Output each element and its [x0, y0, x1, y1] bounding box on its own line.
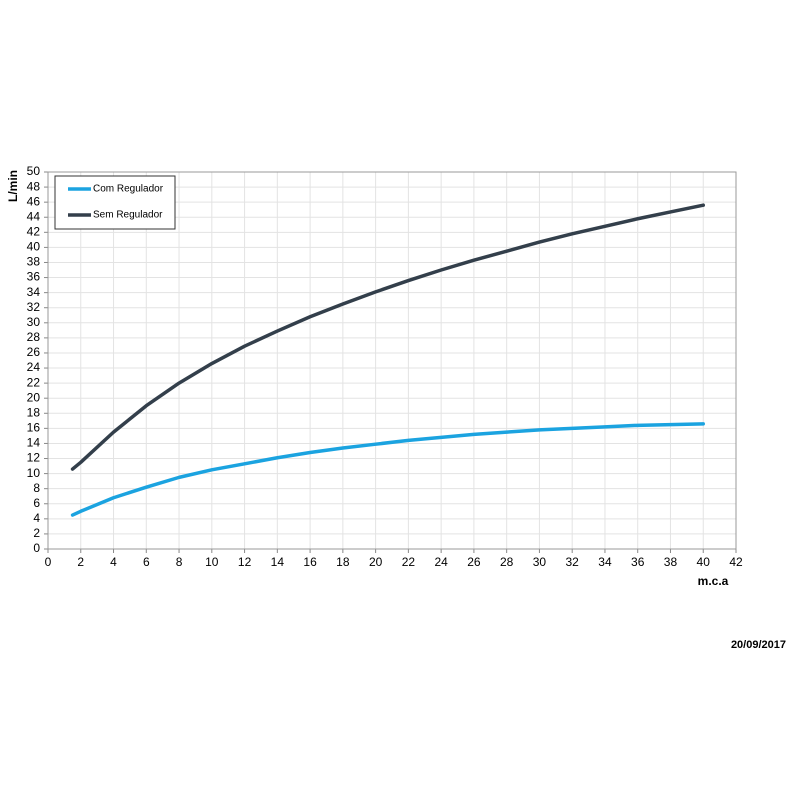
y-tick-label: 32: [27, 300, 41, 314]
y-tick-label: 40: [27, 240, 41, 254]
y-tick-label: 12: [27, 451, 41, 465]
y-tick-label: 44: [27, 209, 41, 223]
x-tick-label: 18: [336, 555, 350, 569]
y-tick-label: 6: [33, 496, 40, 510]
x-tick-label: 4: [110, 555, 117, 569]
y-tick-label: 16: [27, 421, 41, 435]
x-tick-label: 2: [77, 555, 84, 569]
y-tick-label: 30: [27, 315, 41, 329]
x-tick-label: 28: [500, 555, 514, 569]
y-tick-label: 26: [27, 345, 41, 359]
y-tick-label: 10: [27, 466, 41, 480]
x-axis-label: m.c.a: [698, 574, 729, 588]
x-tick-label: 8: [176, 555, 183, 569]
y-tick-label: 48: [27, 179, 41, 193]
x-tick-label: 20: [369, 555, 383, 569]
x-tick-label: 36: [631, 555, 645, 569]
legend-box: [54, 175, 176, 230]
x-tick-label: 34: [598, 555, 612, 569]
x-tick-label: 16: [303, 555, 317, 569]
series-line: [70, 422, 705, 517]
y-tick-label: 28: [27, 330, 41, 344]
y-tick-label: 38: [27, 255, 41, 269]
y-tick-label: 36: [27, 270, 41, 284]
y-axis-label: L/min: [6, 170, 20, 202]
date: 20/09/2017: [731, 639, 786, 651]
y-tick-label: 8: [33, 481, 40, 495]
x-tick-label: 32: [566, 555, 580, 569]
x-tick-label: 30: [533, 555, 547, 569]
x-tick-label: 10: [205, 555, 219, 569]
y-tick-label: 18: [27, 405, 41, 419]
y-tick-label: 0: [33, 541, 40, 555]
x-tick-label: 26: [467, 555, 481, 569]
y-tick-label: 14: [27, 436, 41, 450]
x-tick-label: 38: [664, 555, 678, 569]
x-tick-label: 12: [238, 555, 252, 569]
y-tick-label: 46: [27, 194, 41, 208]
y-tick-label: 24: [27, 360, 41, 374]
x-tick-label: 42: [729, 555, 743, 569]
y-tick-label: 4: [33, 511, 40, 525]
y-tick-label: 34: [27, 285, 41, 299]
legend-label: Com Regulador: [93, 184, 164, 195]
series-line: [70, 203, 705, 471]
y-tick-label: 20: [27, 390, 41, 404]
x-tick-label: 22: [402, 555, 416, 569]
y-tick-label: 22: [27, 375, 41, 389]
x-tick-label: 24: [434, 555, 448, 569]
y-tick-label: 42: [27, 224, 41, 238]
plot-frame: [47, 171, 737, 550]
y-tick-label: 2: [33, 526, 40, 540]
x-tick-label: 14: [271, 555, 285, 569]
legend-label: Sem Regulador: [93, 210, 163, 221]
x-tick-label: 40: [697, 555, 711, 569]
y-tick-label: 50: [27, 164, 41, 178]
x-tick-label: 6: [143, 555, 150, 569]
x-tick-label: 0: [45, 555, 52, 569]
